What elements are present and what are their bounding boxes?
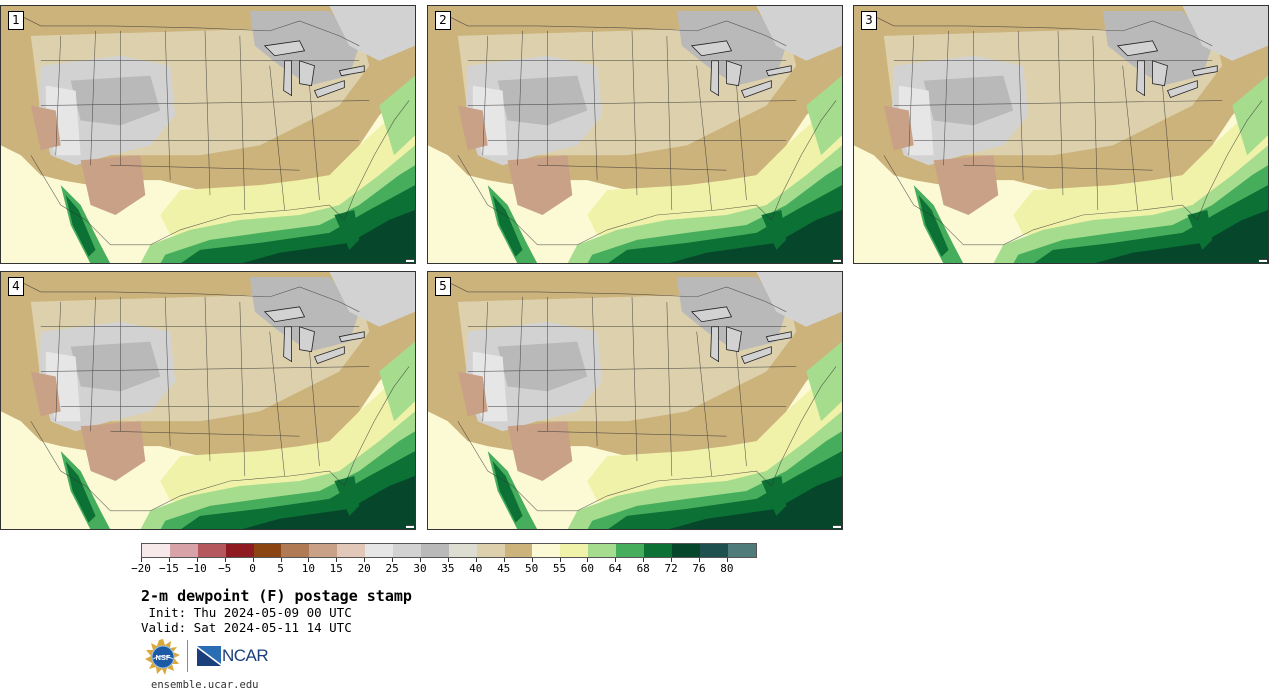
dewpoint-map [428, 272, 842, 529]
colorbar-tick-label: 15 [329, 562, 343, 575]
dewpoint-map [428, 6, 842, 263]
map-panel-1: 1 [0, 5, 416, 264]
colorbar-tick-label: 5 [277, 562, 284, 575]
panel-number: 4 [8, 277, 24, 296]
colorbar-tick [141, 558, 142, 562]
panel-number: 5 [435, 277, 451, 296]
colorbar-swatch [448, 544, 477, 557]
colorbar-tick [531, 558, 533, 562]
colorbar-swatch [504, 544, 533, 557]
colorbar-swatch [476, 544, 505, 557]
colorbar-swatch [727, 544, 756, 557]
site-url: ensemble.ucar.edu [151, 679, 259, 691]
ncar-logo-text: NCAR [222, 646, 269, 665]
colorbar-swatch [337, 544, 366, 557]
map-panel-3: 3 [853, 5, 1269, 264]
colorbar-tick [168, 558, 170, 562]
colorbar-tick [308, 558, 310, 562]
colorbar-tick [559, 558, 561, 562]
colorbar-swatch [616, 544, 645, 557]
colorbar-tick [420, 558, 421, 562]
colorbar-tick-label: −15 [158, 562, 179, 575]
colorbar-swatch [560, 544, 589, 557]
colorbar-tick [447, 558, 449, 562]
colorbar-tick-label: 10 [301, 562, 316, 575]
ncar-wedge-icon [197, 646, 221, 666]
colorbar-tick [699, 558, 700, 562]
colorbar-swatch [671, 544, 700, 557]
colorbar-tick-label: −5 [218, 562, 232, 575]
colorbar-tick-label: 80 [720, 562, 734, 575]
colorbar-swatch [365, 544, 394, 557]
colorbar-tick [224, 558, 226, 562]
colorbar-tick-label: 45 [497, 562, 511, 575]
colorbar-tick [615, 558, 617, 562]
colorbar-tick-label: 68 [636, 562, 650, 575]
colorbar-swatch [588, 544, 617, 557]
colorbar-swatch [532, 544, 561, 557]
colorbar-swatch [253, 544, 282, 557]
colorbar-tick-label: 30 [413, 562, 427, 575]
panel-number: 3 [861, 11, 877, 30]
map-corner-mark [406, 259, 414, 262]
colorbar-swatch [225, 544, 254, 557]
colorbar-tick-label: 40 [469, 562, 483, 575]
colorbar-tick-label: 25 [385, 562, 399, 575]
colorbar-tick-label: 55 [552, 562, 567, 575]
dewpoint-map [1, 272, 415, 529]
colorbar-tick-label: 50 [524, 562, 539, 575]
map-corner-mark [406, 525, 414, 528]
dewpoint-map [854, 6, 1268, 263]
map-corner-mark [833, 525, 841, 528]
colorbar-tick-label: −10 [186, 562, 207, 575]
colorbar-tick [252, 558, 254, 562]
map-corner-mark [1259, 259, 1267, 262]
colorbar-tick [726, 558, 728, 562]
colorbar-tick [587, 558, 589, 562]
colorbar-tick [280, 558, 282, 562]
dewpoint-colorbar [141, 543, 757, 558]
colorbar-tick [503, 558, 505, 562]
map-corner-mark [833, 259, 841, 262]
colorbar-tick-label: −20 [131, 562, 151, 575]
colorbar-tick-label: 20 [357, 562, 371, 575]
logo-divider [187, 640, 188, 672]
colorbar-swatch [309, 544, 338, 557]
colorbar-swatch [420, 544, 449, 557]
colorbar-tick [392, 558, 394, 562]
panel-number: 2 [435, 11, 451, 30]
colorbar-tick-labels: −20 −15 −10 −5 0 5 10 15 20 25 30 35 40 45 50 55 60 64 68 7… [131, 558, 761, 576]
colorbar-swatch [197, 544, 226, 557]
colorbar-swatch [142, 544, 170, 557]
colorbar-swatch [393, 544, 421, 557]
nsf-logo-icon: NSF [145, 639, 181, 675]
colorbar-tick-label: 0 [249, 562, 256, 575]
colorbar-tick [671, 558, 673, 562]
colorbar-tick-label: 64 [608, 562, 622, 575]
colorbar-swatch [169, 544, 198, 557]
map-panel-5: 5 [427, 271, 843, 530]
colorbar-tick-label: 60 [580, 562, 595, 575]
init-time: Init: Thu 2024-05-09 00 UTC [141, 605, 352, 620]
nsf-logo-text: NSF [156, 653, 171, 662]
colorbar-tick [364, 558, 366, 562]
colorbar-swatch [644, 544, 672, 557]
colorbar-tick-label: 35 [441, 562, 455, 575]
map-panel-4: 4 [0, 271, 416, 530]
colorbar-tick [196, 558, 198, 562]
colorbar-swatch [699, 544, 728, 557]
colorbar-tick [643, 558, 645, 562]
panel-number: 1 [8, 11, 24, 30]
colorbar-tick [475, 558, 477, 562]
valid-time: Valid: Sat 2024-05-11 14 UTC [141, 620, 352, 635]
map-panel-2: 2 [427, 5, 843, 264]
colorbar-tick [336, 558, 338, 562]
colorbar-tick-label: 72 [664, 562, 678, 575]
colorbar-swatch [281, 544, 310, 557]
dewpoint-map [1, 6, 415, 263]
figure-title: 2-m dewpoint (F) postage stamp [141, 587, 412, 605]
ncar-logo: NCAR [197, 645, 269, 667]
colorbar-tick-label: 76 [692, 562, 706, 575]
